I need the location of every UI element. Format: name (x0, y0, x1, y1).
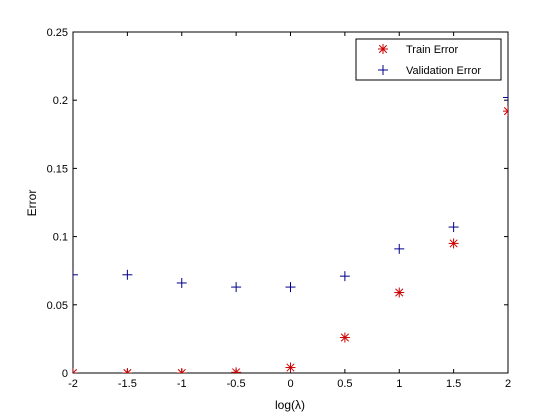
train-error-point (339, 332, 350, 343)
x-tick-label: 1 (396, 378, 402, 390)
validation-error-point (394, 243, 405, 254)
x-tick-label: 1.5 (446, 378, 461, 390)
legend-symbol (378, 44, 388, 54)
legend: Train Error Validation Error (355, 38, 502, 81)
x-tick-label: 0.5 (337, 378, 352, 390)
train-error-point (503, 106, 508, 117)
validation-error-point (231, 282, 242, 293)
series-train-error (73, 106, 508, 373)
train-error-point (448, 238, 459, 249)
validation-error-point (339, 271, 350, 282)
x-tick-label: 2 (505, 378, 511, 390)
y-tick-label: 0.1 (53, 232, 68, 244)
y-tick-label: 0.2 (53, 95, 68, 107)
series-validation-error (73, 92, 508, 293)
legend-box (355, 38, 502, 81)
x-tick-label: -0.5 (227, 378, 246, 390)
validation-error-point (503, 92, 508, 103)
y-tick-label: 0.15 (47, 163, 68, 175)
validation-error-point (285, 282, 296, 293)
legend-marker-train-error (378, 44, 388, 54)
plot-area: -2 -1.5 -1 -0.5 0 0.5 1 1.5 2 0 0.05 0.1 0.15 0.2 0.25 (47, 27, 511, 390)
y-axis-label: Error (25, 190, 39, 217)
validation-error-point (73, 269, 78, 280)
legend-label-train-error: Train Error (406, 44, 458, 56)
y-tick-label: 0.05 (47, 300, 68, 312)
x-tick-label: -1 (177, 378, 187, 390)
train-error-point (285, 362, 296, 373)
x-tick-label: 0 (287, 378, 293, 390)
validation-error-point (176, 277, 187, 288)
train-error-point (394, 287, 405, 298)
y-tick-label: 0.25 (47, 27, 68, 39)
train-error-point (122, 368, 133, 373)
train-error-point (176, 368, 187, 373)
legend-symbol (378, 65, 388, 75)
train-error-point (231, 367, 242, 373)
validation-error-point (122, 269, 133, 280)
x-axis-label: log(λ) (275, 398, 305, 412)
x-tick-label: -1.5 (118, 378, 137, 390)
legend-marker-validation-error (378, 65, 388, 75)
y-tick-label: 0 (62, 368, 68, 380)
x-tick-label: -2 (68, 378, 78, 390)
validation-error-point (448, 222, 459, 233)
train-error-point (73, 368, 78, 373)
legend-label-validation-error: Validation Error (406, 65, 481, 77)
